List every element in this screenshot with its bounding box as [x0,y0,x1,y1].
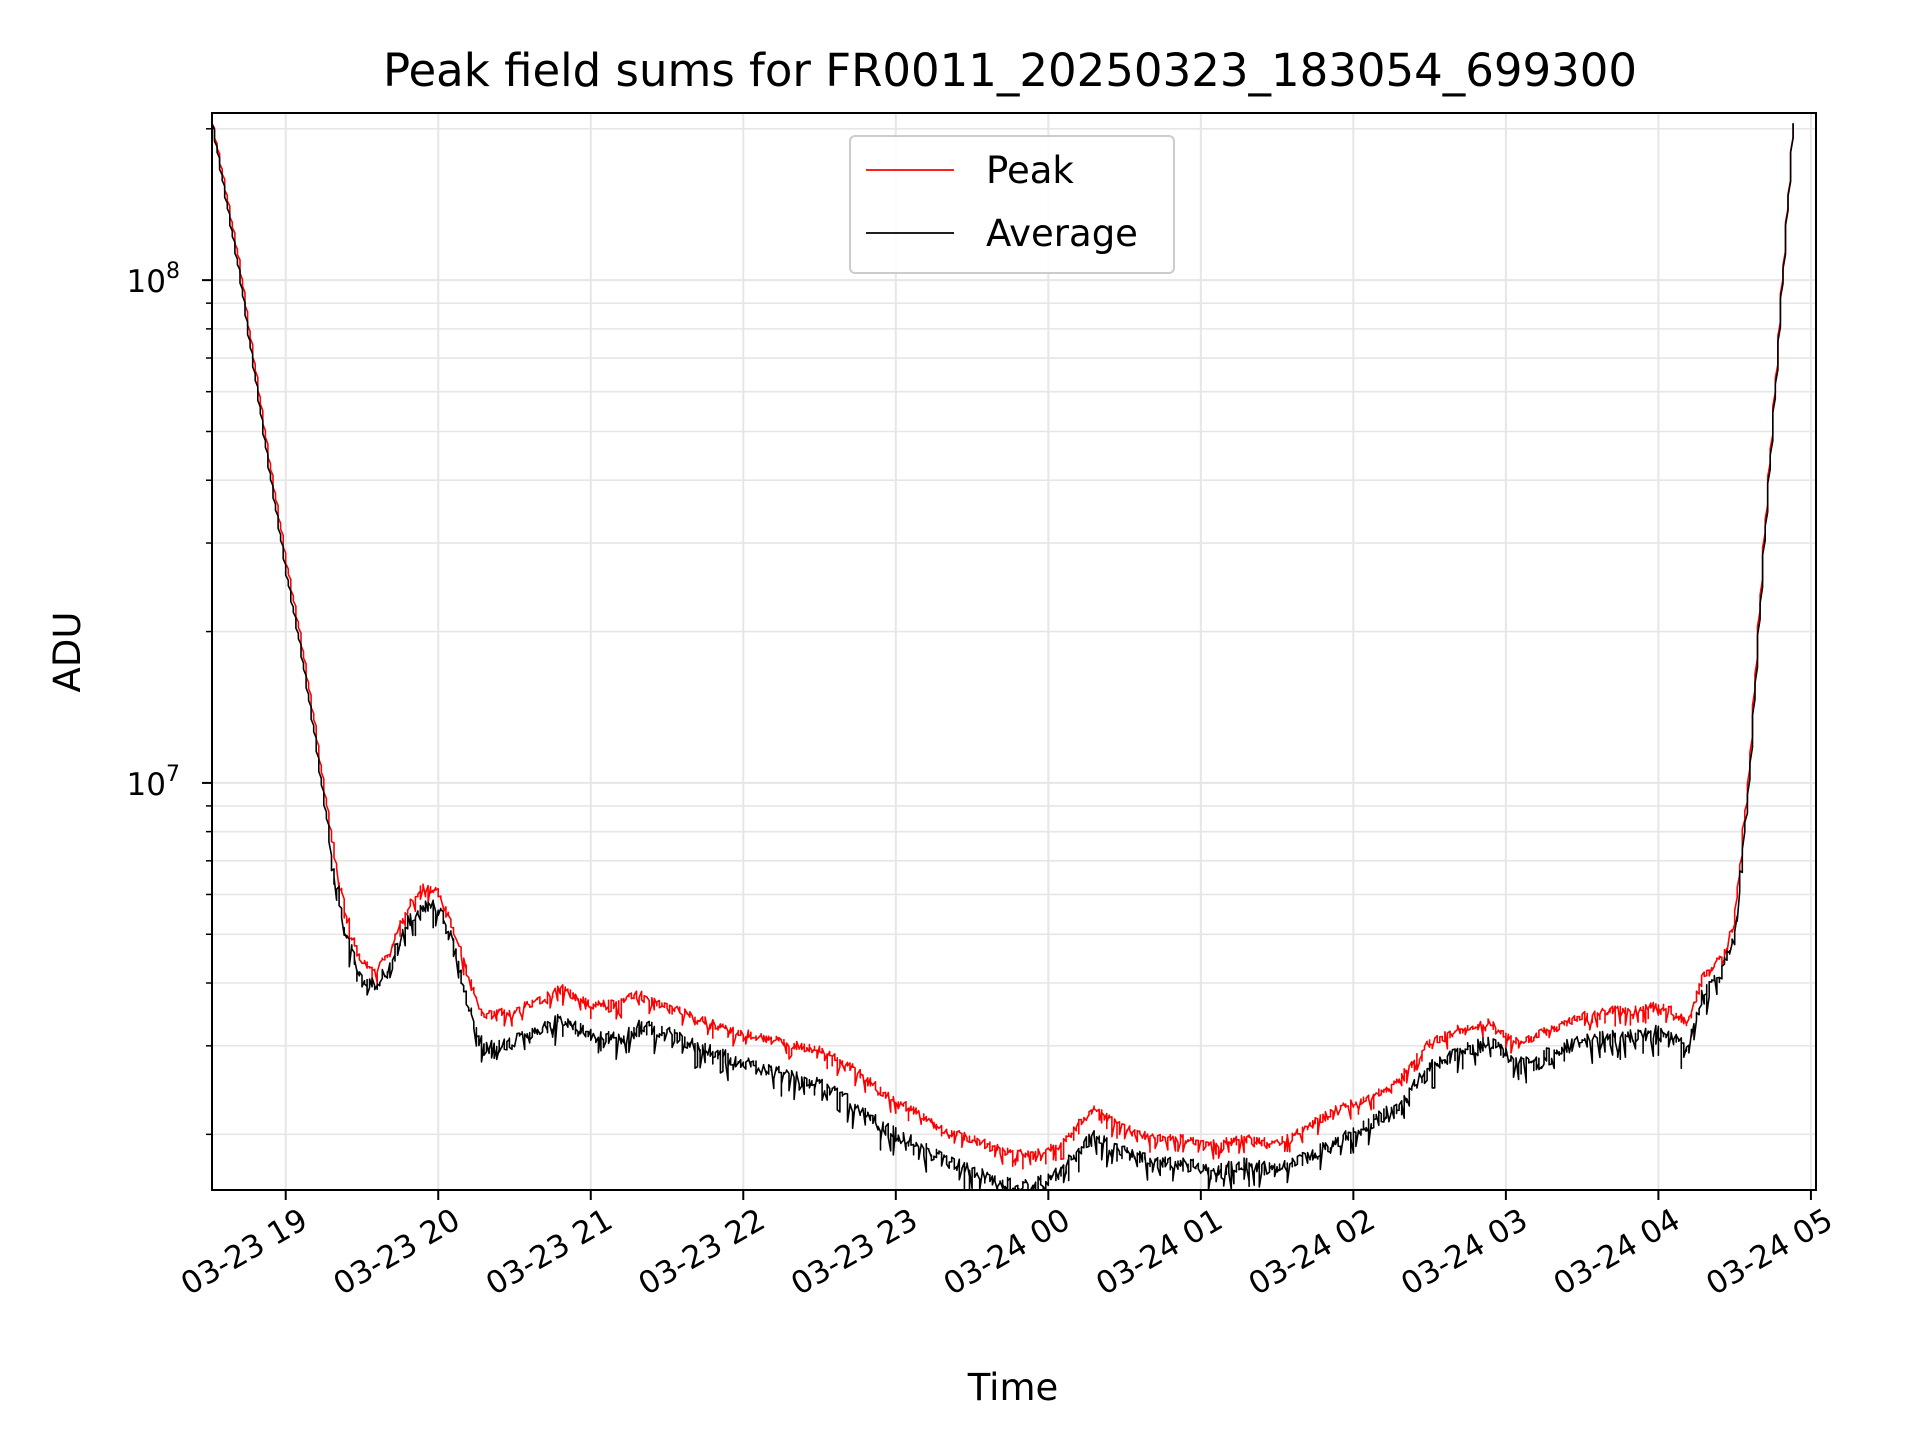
series-line-peak [211,113,1794,1170]
y-axis-label: ADU [46,612,89,693]
grid-lines [212,113,1816,1190]
legend-label-average: Average [986,212,1138,255]
y-tick-label: 108 [127,259,180,300]
plot-series [211,113,1794,1191]
y-axis-ticks: 107 108 [127,128,212,1136]
x-axis-label: Time [967,1366,1059,1409]
legend: Peak Average [849,135,1175,274]
y-tick-label: 107 [127,762,180,803]
chart-title: Peak field sums for FR0011_20250323_1830… [383,44,1637,97]
plot-area-frame [211,112,1817,1191]
legend-label-peak: Peak [986,149,1074,192]
series-line-average [211,113,1794,1191]
